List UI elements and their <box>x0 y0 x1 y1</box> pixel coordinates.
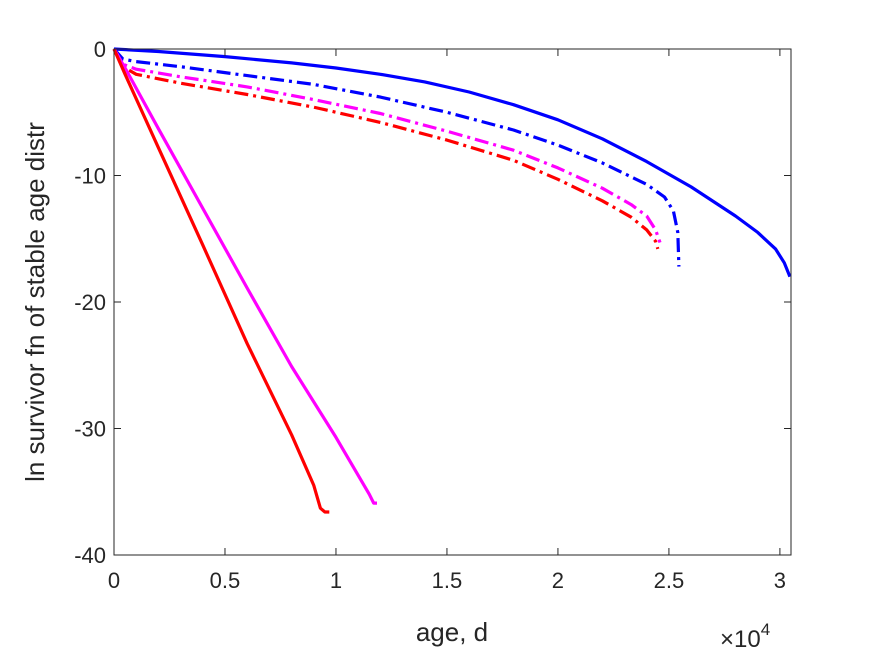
x-tick-label: 0.5 <box>210 568 241 593</box>
series-line-4 <box>112 48 660 250</box>
y-tick-label: -10 <box>74 164 106 189</box>
x-tick-label: 2 <box>552 568 564 593</box>
axes-layer: 0 0.5 1 1.5 2 2.5 3 0 -10 -20 -30 -40 <box>74 37 792 593</box>
plot-area <box>114 49 791 555</box>
x-tick-label: 1 <box>330 568 342 593</box>
y-tick-label: -30 <box>74 417 106 442</box>
series-line-5 <box>112 48 377 505</box>
x-tick-label: 2.5 <box>654 568 685 593</box>
x-axis-multiplier-base: ×10 <box>720 626 761 653</box>
x-tick-label: 3 <box>774 568 786 593</box>
x-tick-label: 1.5 <box>432 568 463 593</box>
x-axis-multiplier-exponent: 4 <box>761 620 770 639</box>
y-axis-label: ln survivor fn of stable age distr <box>20 122 50 482</box>
series-layer <box>112 47 792 514</box>
series-line-6 <box>112 48 330 514</box>
x-axis-label: age, d <box>416 617 488 647</box>
x-tick-label: 0 <box>108 568 120 593</box>
series-line-1 <box>113 47 792 278</box>
x-axis-multiplier: ×104 <box>720 620 770 653</box>
y-tick-label: -20 <box>74 290 106 315</box>
y-tick-label: 0 <box>94 37 106 62</box>
series-line-3 <box>112 48 662 244</box>
y-tick-label: -40 <box>74 543 106 568</box>
